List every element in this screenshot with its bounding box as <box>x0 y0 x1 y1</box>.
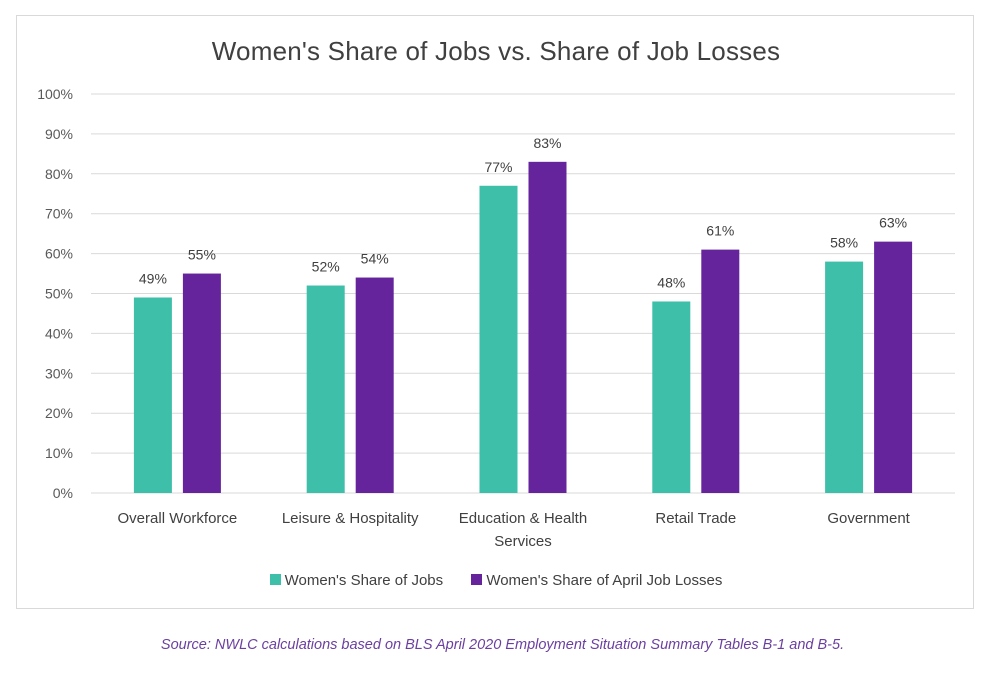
data-label: 48% <box>657 274 685 290</box>
bar <box>306 285 345 493</box>
y-tick-label: 100% <box>37 86 73 102</box>
y-tick-label: 0% <box>53 485 73 501</box>
data-label: 61% <box>706 223 734 239</box>
x-tick-label: Overall Workforce <box>118 510 238 527</box>
y-tick-label: 40% <box>45 325 73 341</box>
x-tick-label: Services <box>494 533 552 550</box>
data-label: 54% <box>361 251 389 267</box>
bar <box>825 261 864 493</box>
y-tick-label: 80% <box>45 166 73 182</box>
bar <box>133 297 172 493</box>
legend-swatch-job-losses <box>471 574 483 585</box>
x-tick-label: Retail Trade <box>655 510 736 527</box>
y-tick-label: 60% <box>45 246 73 262</box>
bar <box>701 249 740 493</box>
bar <box>652 301 691 493</box>
y-tick-label: 20% <box>45 405 73 421</box>
legend-swatch-jobs <box>269 574 281 585</box>
data-label: 77% <box>484 159 512 175</box>
chart-legend: Women's Share of Jobs Women's Share of A… <box>17 572 975 589</box>
x-tick-label: Government <box>827 510 910 527</box>
bar <box>874 241 913 493</box>
bar <box>479 185 518 493</box>
data-label: 58% <box>830 235 858 251</box>
data-label: 55% <box>188 247 216 263</box>
chart-frame: Women's Share of Jobs vs. Share of Job L… <box>16 15 974 609</box>
y-tick-label: 30% <box>45 365 73 381</box>
bar <box>355 277 394 493</box>
bar <box>182 273 221 493</box>
bar <box>528 161 567 493</box>
bar-chart-plot: 0% 10% 20% 30% 40% 50% 60% 70% 80% 90% 100% 49% 55% O… <box>37 86 955 550</box>
data-label: 49% <box>139 270 167 286</box>
legend-item-job-losses: Women's Share of April Job Losses <box>471 572 722 589</box>
y-tick-label: 50% <box>45 286 73 302</box>
y-tick-label: 90% <box>45 126 73 142</box>
legend-label-jobs: Women's Share of Jobs <box>284 572 444 589</box>
legend-label-job-losses: Women's Share of April Job Losses <box>486 572 723 589</box>
x-tick-label: Education & Health <box>459 510 587 527</box>
legend-item-jobs: Women's Share of Jobs <box>269 572 444 589</box>
y-tick-label: 10% <box>45 445 73 461</box>
data-label: 52% <box>312 259 340 275</box>
chart-title: Women's Share of Jobs vs. Share of Job L… <box>211 36 781 66</box>
data-label: 63% <box>879 215 907 231</box>
x-tick-label: Leisure & Hospitality <box>282 510 419 527</box>
y-tick-label: 70% <box>45 206 73 222</box>
data-label: 83% <box>533 135 561 151</box>
source-note: Source: NWLC calculations based on BLS A… <box>160 637 845 653</box>
